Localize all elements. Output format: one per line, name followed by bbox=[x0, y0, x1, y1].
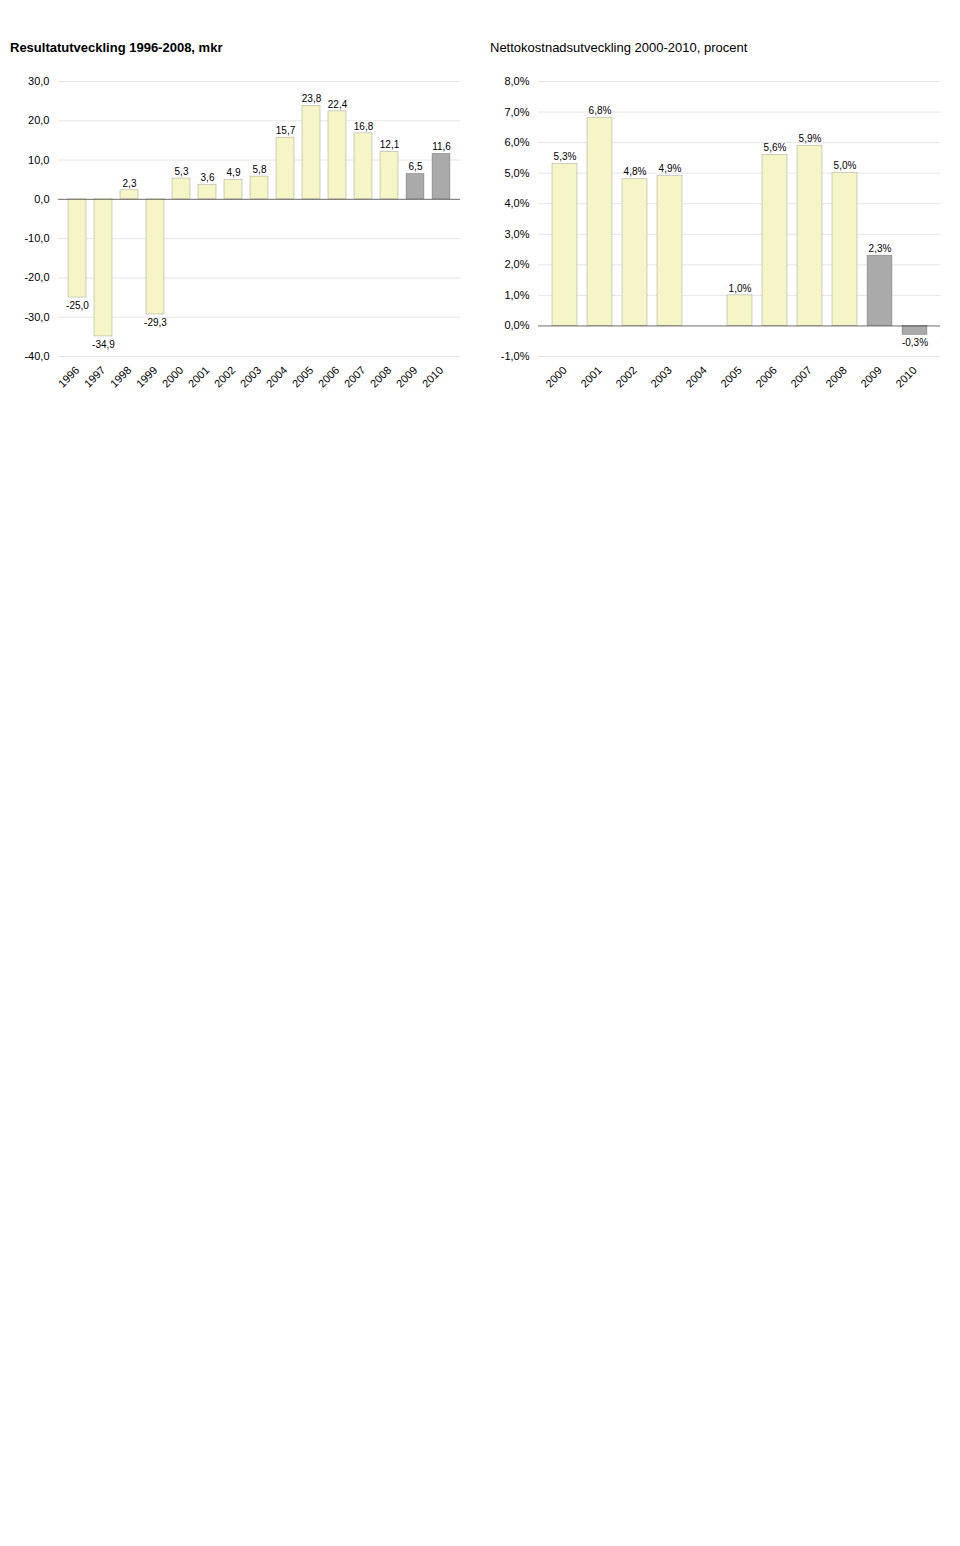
svg-text:2003: 2003 bbox=[648, 364, 674, 390]
svg-text:2010: 2010 bbox=[420, 364, 446, 390]
svg-text:2007: 2007 bbox=[342, 364, 368, 390]
svg-text:3,6: 3,6 bbox=[201, 172, 215, 183]
svg-text:1,0%: 1,0% bbox=[504, 289, 529, 301]
svg-text:1997: 1997 bbox=[82, 364, 108, 390]
svg-text:4,0%: 4,0% bbox=[504, 197, 529, 209]
svg-text:5,6%: 5,6% bbox=[764, 142, 787, 153]
svg-text:15,7: 15,7 bbox=[276, 125, 296, 136]
svg-text:2008: 2008 bbox=[823, 364, 849, 390]
svg-text:22,4: 22,4 bbox=[328, 99, 348, 110]
svg-text:30,0: 30,0 bbox=[28, 75, 49, 87]
svg-text:2006: 2006 bbox=[753, 364, 779, 390]
svg-text:23,8: 23,8 bbox=[302, 93, 322, 104]
svg-text:2009: 2009 bbox=[858, 364, 884, 390]
html-text:Resultatutveckling 1996-2008,: Resultatutveckling 1996-2008, mkr bbox=[10, 40, 223, 55]
svg-text:1996: 1996 bbox=[56, 364, 82, 390]
svg-text:5,0%: 5,0% bbox=[834, 160, 857, 171]
svg-text:5,8: 5,8 bbox=[253, 164, 267, 175]
svg-text:11,6: 11,6 bbox=[432, 141, 451, 152]
svg-text:2000: 2000 bbox=[160, 364, 186, 390]
svg-text:1,0%: 1,0% bbox=[729, 283, 752, 294]
svg-text:6,0%: 6,0% bbox=[504, 136, 529, 148]
html-text:Nettokostnadsutveckling 2000-2: Nettokostnadsutveckling 2000-2010, proce… bbox=[490, 40, 748, 55]
svg-text:-20,0: -20,0 bbox=[24, 271, 49, 283]
svg-text:16,8: 16,8 bbox=[354, 121, 374, 132]
svg-text:7,0%: 7,0% bbox=[504, 106, 529, 118]
svg-text:-10,0: -10,0 bbox=[24, 232, 49, 244]
svg-text:2,3: 2,3 bbox=[123, 178, 137, 189]
svg-text:2001: 2001 bbox=[578, 364, 604, 390]
svg-text:2009: 2009 bbox=[394, 364, 420, 390]
svg-text:2001: 2001 bbox=[186, 364, 212, 390]
svg-text:-40,0: -40,0 bbox=[24, 350, 49, 362]
svg-text:2,0%: 2,0% bbox=[504, 258, 529, 270]
svg-text:-29,3: -29,3 bbox=[144, 317, 167, 328]
svg-text:4,9: 4,9 bbox=[227, 167, 241, 178]
svg-text:2007: 2007 bbox=[788, 364, 814, 390]
svg-text:1999: 1999 bbox=[134, 364, 160, 390]
svg-text:2006: 2006 bbox=[316, 364, 342, 390]
svg-text:4,8%: 4,8% bbox=[624, 166, 647, 177]
svg-text:4,9%: 4,9% bbox=[659, 163, 682, 174]
svg-text:6,5: 6,5 bbox=[409, 161, 423, 172]
svg-text:3,0%: 3,0% bbox=[504, 228, 529, 240]
svg-text:5,0%: 5,0% bbox=[504, 167, 529, 179]
svg-text:2,3%: 2,3% bbox=[869, 243, 892, 254]
svg-text:6,8%: 6,8% bbox=[589, 105, 612, 116]
svg-text:5,3: 5,3 bbox=[175, 166, 189, 177]
svg-text:5,3%: 5,3% bbox=[554, 151, 577, 162]
svg-text:20,0: 20,0 bbox=[28, 114, 49, 126]
svg-text:2000: 2000 bbox=[543, 364, 569, 390]
svg-text:2002: 2002 bbox=[613, 364, 639, 390]
svg-text:0,0: 0,0 bbox=[34, 193, 49, 205]
svg-text:2003: 2003 bbox=[238, 364, 264, 390]
svg-text:-34,9: -34,9 bbox=[92, 339, 115, 350]
svg-text:2010: 2010 bbox=[893, 364, 919, 390]
svg-text:12,1: 12,1 bbox=[380, 139, 400, 150]
svg-text:2008: 2008 bbox=[368, 364, 394, 390]
svg-text:2005: 2005 bbox=[718, 364, 744, 390]
svg-text:2004: 2004 bbox=[264, 364, 290, 390]
svg-text:2002: 2002 bbox=[212, 364, 238, 390]
svg-text:1998: 1998 bbox=[108, 364, 134, 390]
svg-text:2005: 2005 bbox=[290, 364, 316, 390]
svg-text:-1,0%: -1,0% bbox=[501, 350, 530, 362]
svg-text:5,9%: 5,9% bbox=[799, 133, 822, 144]
svg-text:10,0: 10,0 bbox=[28, 154, 49, 166]
svg-text:2004: 2004 bbox=[683, 364, 709, 390]
svg-text:-0,3%: -0,3% bbox=[902, 337, 928, 348]
svg-text:-25,0: -25,0 bbox=[66, 300, 89, 311]
svg-text:8,0%: 8,0% bbox=[504, 75, 529, 87]
svg-text:-30,0: -30,0 bbox=[24, 311, 49, 323]
svg-text:0,0%: 0,0% bbox=[504, 319, 529, 331]
